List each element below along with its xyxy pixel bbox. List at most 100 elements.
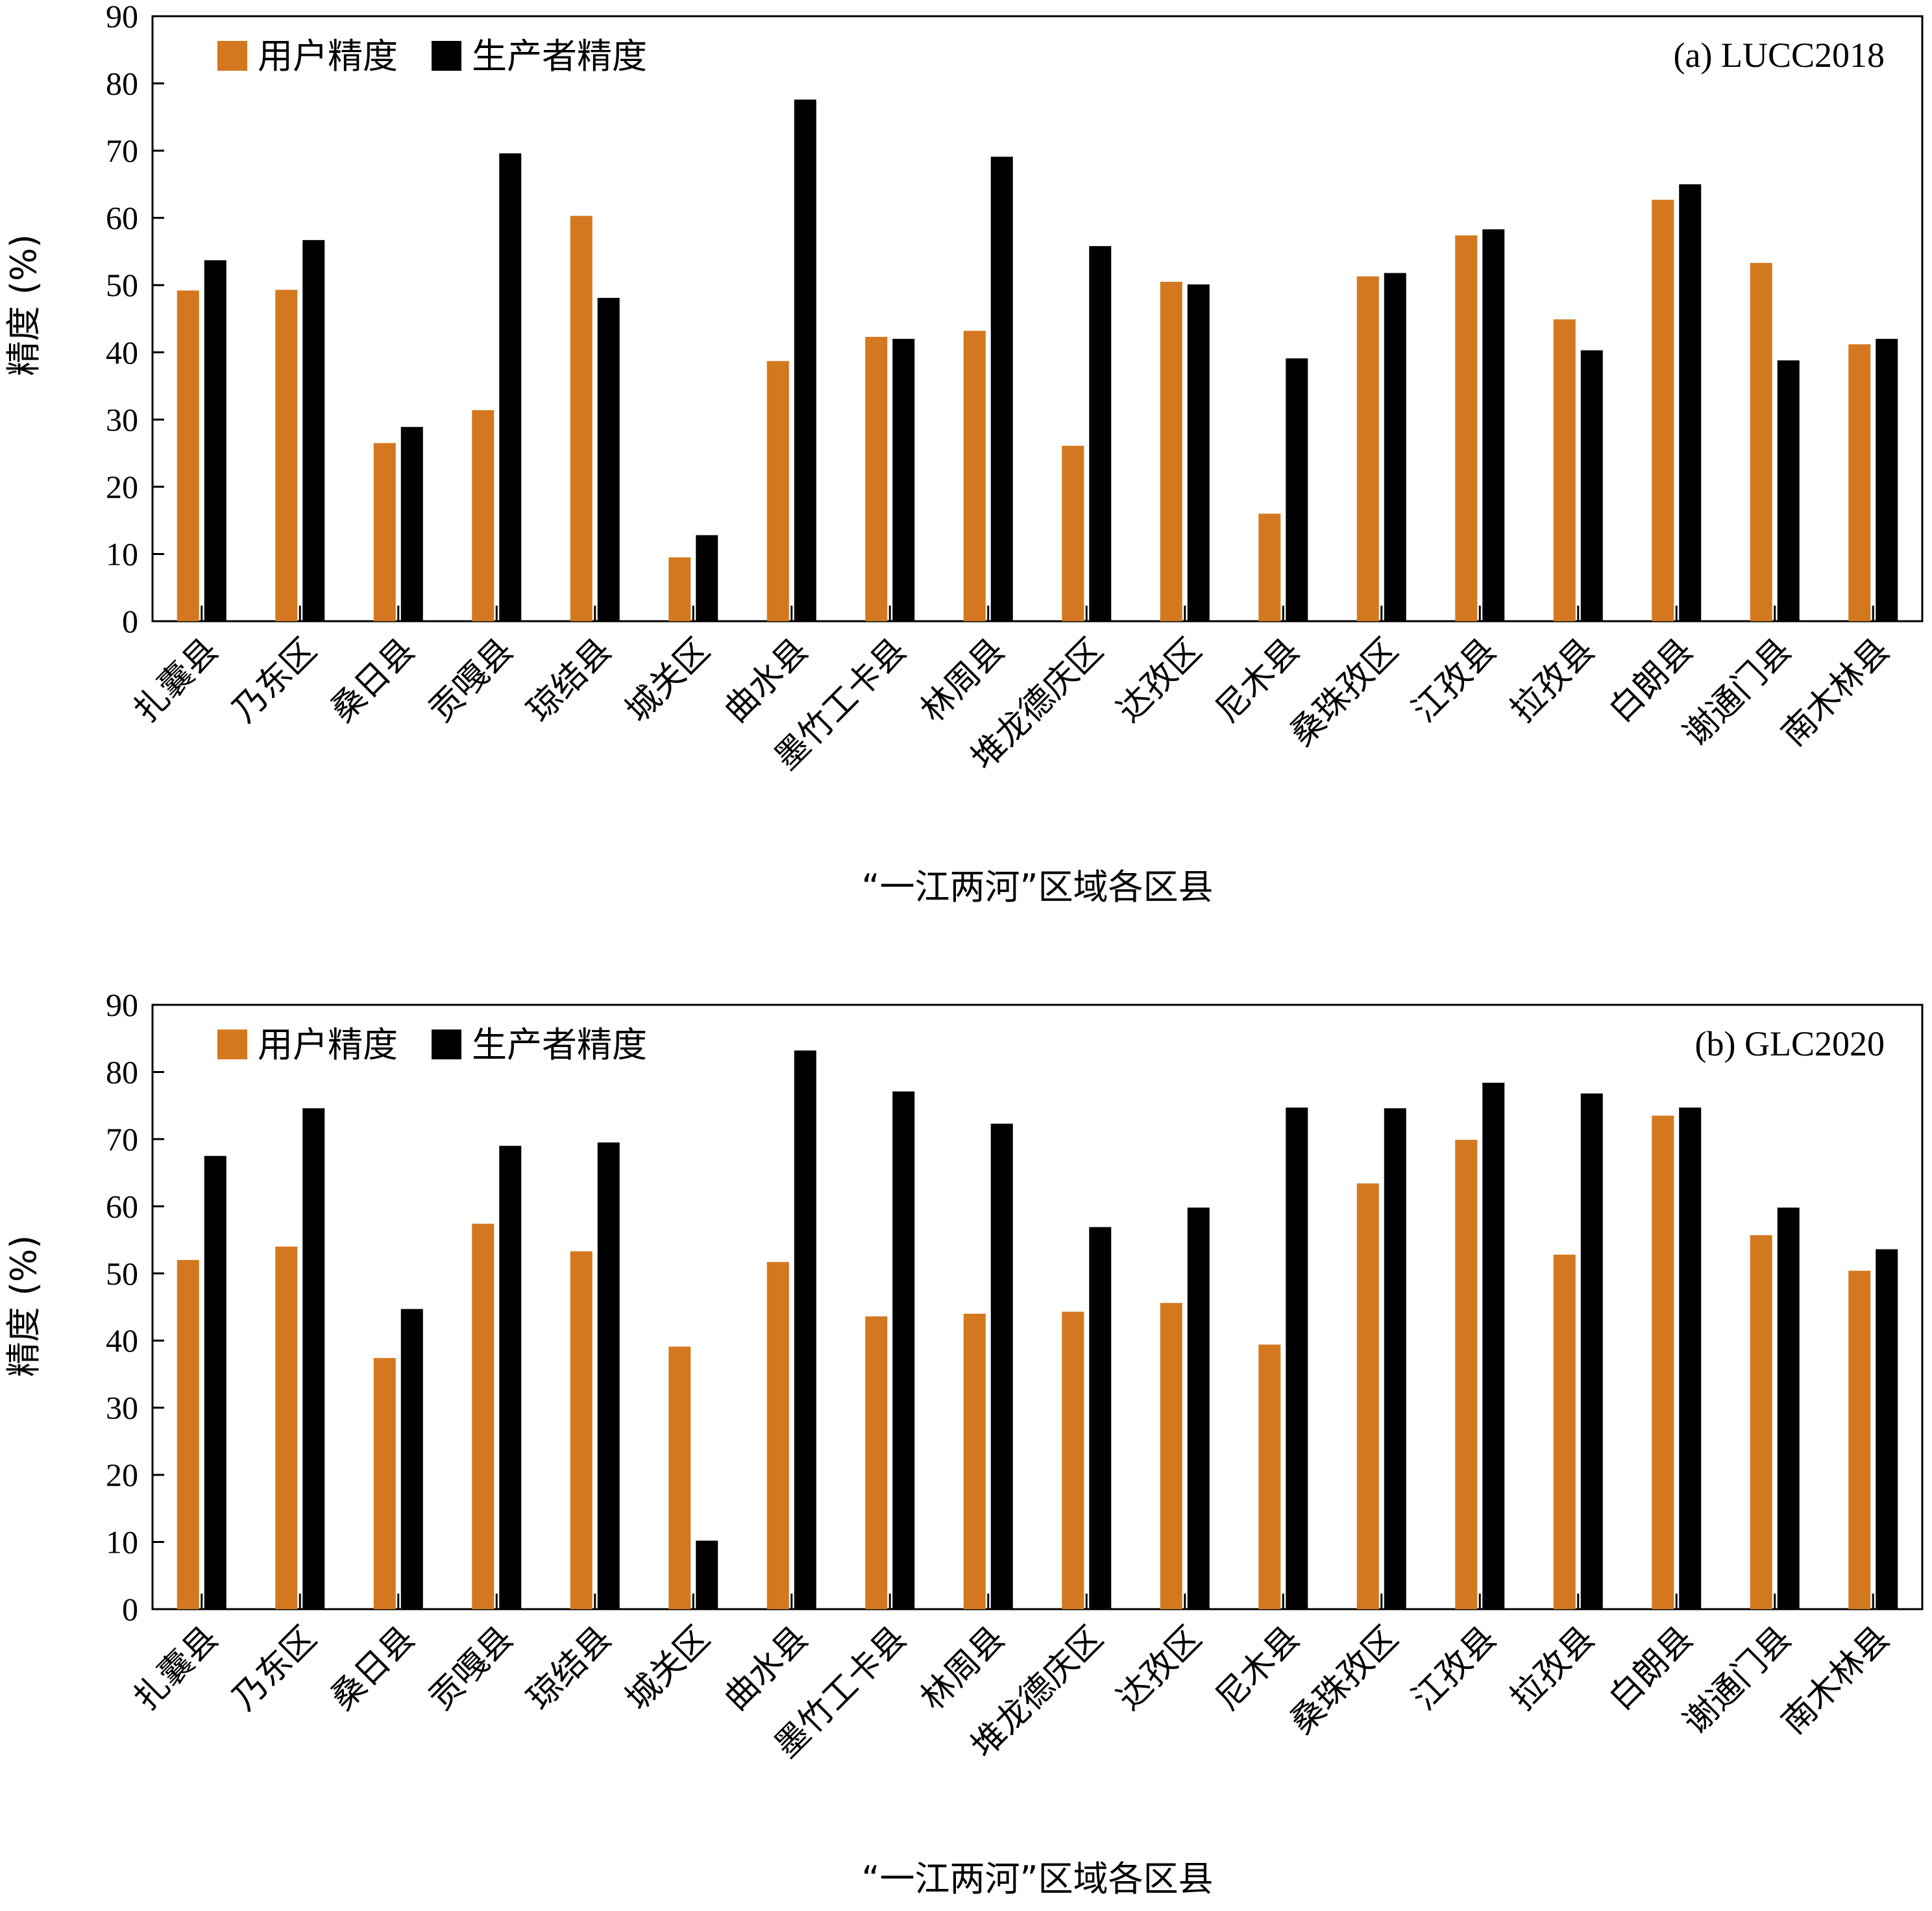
x-tick-label: 琼结县 [520,1619,619,1718]
legend-label: 生产者精度 [472,36,647,77]
bar-producer-accuracy [1876,339,1898,621]
bar-producer-accuracy [499,153,522,622]
x-tick-label: 贡嘎县 [422,631,521,730]
x-tick-label: 林周县 [913,631,1012,730]
y-tick-label: 40 [106,1322,138,1359]
bar-user-accuracy [472,410,495,621]
bar-producer-accuracy [1286,358,1308,621]
bar-producer-accuracy [794,1050,816,1609]
x-tick-label: 尼木县 [1208,1619,1308,1718]
x-tick-label: 尼木县 [1208,631,1308,730]
bar-producer-accuracy [204,260,226,621]
bar-user-accuracy [1356,1183,1379,1609]
bar-producer-accuracy [1482,229,1505,621]
y-tick-label: 90 [106,0,138,34]
y-tick-label: 60 [106,200,138,236]
y-axis-title: 精度 (%) [3,234,44,376]
bar-user-accuracy [177,290,199,621]
bar-user-accuracy [275,290,298,621]
bar-producer-accuracy [204,1155,226,1609]
legend-label: 用户精度 [258,1024,398,1065]
y-tick-label: 50 [106,267,138,303]
bar-user-accuracy [766,1262,789,1609]
y-tick-label: 30 [106,1390,138,1426]
plot-frame [151,15,1924,623]
y-tick-label: 30 [106,401,138,438]
bar-user-accuracy [963,1313,986,1609]
y-tick-label: 10 [106,1524,138,1560]
y-tick-label: 20 [106,469,138,505]
bar-producer-accuracy [1286,1107,1308,1609]
x-tick-label: 扎囊县 [127,1619,226,1718]
legend-label: 用户精度 [258,36,398,77]
x-tick-label: 琼结县 [520,631,619,730]
bar-producer-accuracy [1777,360,1800,621]
bar-user-accuracy [1455,1139,1478,1609]
y-tick-label: 0 [122,603,138,639]
bar-producer-accuracy [794,99,816,622]
x-tick-label: 达孜区 [1110,631,1209,730]
bar-producer-accuracy [1580,1093,1603,1609]
bar-producer-accuracy [990,1124,1013,1609]
bar-user-accuracy [766,361,789,621]
bar-user-accuracy [1652,199,1674,621]
bar-user-accuracy [1356,276,1379,621]
bar-producer-accuracy [1384,273,1406,621]
bar-user-accuracy [1848,344,1871,621]
x-tick-label: 白朗县 [1602,631,1701,730]
x-tick-label: 城关区 [618,1619,718,1718]
x-tick-label: 贡嘎县 [422,1619,521,1718]
legend: 用户精度 生产者精度 [217,1024,647,1065]
x-tick-label: 曲水县 [716,1619,816,1718]
bar-user-accuracy [373,443,396,621]
x-tick-label: 乃东区 [225,1619,324,1718]
chart-panel-a: 0 10 20 30 40 50 60 70 80 90 精度 (%) 扎囊县乃东区桑日县贡嘎县琼结县… [3,0,1924,907]
bar-user-accuracy [275,1246,298,1609]
x-tick-label: 桑日县 [323,631,422,730]
bar-user-accuracy [1160,282,1182,621]
x-tick-label: 城关区 [618,631,718,730]
y-tick-label: 0 [122,1591,138,1627]
bar-producer-accuracy [597,1142,620,1609]
bar-producer-accuracy [1089,1227,1112,1609]
bar-producer-accuracy [400,426,423,621]
legend: 用户精度 生产者精度 [217,36,647,77]
x-tick-label: 乃东区 [225,631,324,730]
x-tick-label: 拉孜县 [1503,631,1602,730]
bar-producer-accuracy [696,535,718,621]
x-tick-label: 谢通门县 [1676,631,1799,754]
bar-producer-accuracy [1089,246,1112,621]
bar-producer-accuracy [990,156,1013,622]
bar-user-accuracy [963,330,986,621]
bar-producer-accuracy [1679,184,1702,621]
y-tick-label: 60 [106,1188,138,1224]
legend-swatch [432,41,461,71]
x-tick-label: 桑日县 [323,1619,422,1718]
bar-user-accuracy [1062,445,1084,621]
x-tick-label: 白朗县 [1602,1619,1701,1718]
y-tick-label: 10 [106,536,138,572]
x-tick-label: 达孜区 [1110,1619,1209,1718]
y-tick-label: 70 [106,132,138,169]
x-tick-label: 曲水县 [716,631,816,730]
bar-producer-accuracy [1482,1082,1505,1609]
bar-user-accuracy [668,1346,691,1609]
x-tick-label: 南木林县 [1774,1619,1898,1742]
bar-producer-accuracy [696,1540,718,1609]
bar-producer-accuracy [1679,1107,1702,1609]
bar-user-accuracy [1848,1270,1871,1609]
legend-swatch [432,1029,461,1059]
bar-producer-accuracy [892,339,915,621]
x-tick-label: 林周县 [913,1619,1012,1718]
bar-producer-accuracy [1187,284,1210,622]
bar-producer-accuracy [1777,1207,1800,1609]
bar-producer-accuracy [597,297,620,621]
x-axis-title: “一江两河”区域各区县 [862,867,1214,907]
bar-user-accuracy [1160,1303,1182,1609]
x-tick-label: 拉孜县 [1503,1619,1602,1718]
legend-label: 生产者精度 [472,1024,647,1065]
bar-user-accuracy [472,1224,495,1609]
bar-user-accuracy [1062,1311,1084,1609]
bar-user-accuracy [373,1358,396,1609]
y-tick-label: 80 [106,1054,138,1090]
